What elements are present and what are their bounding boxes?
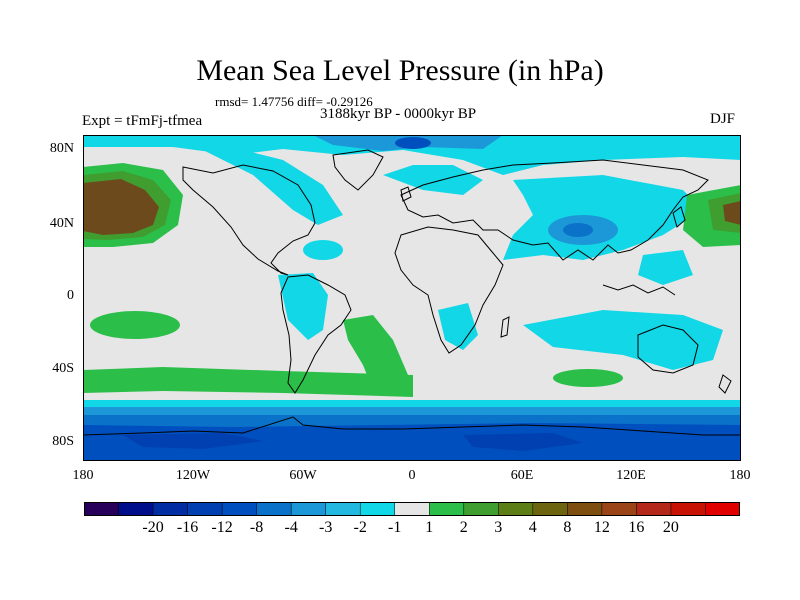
antarctic-neg8-patch <box>123 433 263 449</box>
colorbar-cell-15 <box>601 502 638 516</box>
arctic-neg1-band <box>83 135 741 175</box>
antarctic-neg8-patch-east <box>463 433 583 451</box>
indian-ocean-pos1 <box>553 369 623 387</box>
colorbar-label-11: 4 <box>528 519 537 536</box>
lat-label-40s: 40S <box>52 361 74 376</box>
season-label: DJF <box>710 111 736 127</box>
antarctica-outline <box>83 416 741 436</box>
eurasia-outline <box>400 159 709 261</box>
uk-outline <box>400 186 412 202</box>
colorbar-label-13: 12 <box>593 519 610 536</box>
south-pacific-pos1 <box>90 311 180 339</box>
japan-outline <box>672 206 686 228</box>
lon-label-180w: 180 <box>72 468 94 483</box>
colorbar-cell-0 <box>84 502 120 516</box>
lon-label-120e: 120E <box>616 468 646 483</box>
colorbar-cell-4 <box>221 502 258 516</box>
colorbar-label-2: -12 <box>211 519 233 536</box>
indonesia-outline <box>602 284 676 296</box>
lat-label-80n: 80N <box>49 141 74 156</box>
colorbar-cell-3 <box>187 502 223 516</box>
colorbar-cell-14 <box>567 502 603 516</box>
rmsd-diff-stats: rmsd= 1.47756 diff= -0.29126 <box>215 94 373 109</box>
experiment-label: Expt = tFmFj-tfmea <box>82 113 203 129</box>
madagascar-outline <box>500 316 510 338</box>
north-pacific-pos4 <box>83 179 159 235</box>
caribbean-neg1 <box>303 240 343 260</box>
colorbar-cell-12 <box>498 502 534 516</box>
colorbar-label-1: -16 <box>176 519 199 536</box>
antarctic-neg4 <box>83 423 741 461</box>
new-zealand-outline <box>718 374 732 394</box>
colorbar-label-4: -4 <box>284 519 298 536</box>
lon-label-0: 0 <box>408 468 416 483</box>
africa-neg1 <box>438 303 478 350</box>
colorbar-cell-10 <box>429 502 465 516</box>
indian-ocean-neg1 <box>523 310 723 370</box>
colorbar-cell-1 <box>118 502 154 516</box>
colorbar-cell-8 <box>359 502 396 516</box>
colorbar-label-3: -8 <box>249 519 264 536</box>
colorbar <box>84 502 740 516</box>
greenland-neg1-tongue <box>203 150 343 225</box>
colorbar-cell-16 <box>636 502 672 516</box>
colorbar-label-10: 3 <box>494 519 503 536</box>
colorbar-label-14: 16 <box>628 519 645 536</box>
colorbar-cell-7 <box>325 502 361 516</box>
colorbar-cell-6 <box>290 502 327 516</box>
colorbar-cell-13 <box>532 502 569 516</box>
colorbar-cell-18 <box>705 502 740 516</box>
north-america-outline <box>182 164 316 276</box>
greenland-outline <box>332 149 384 191</box>
colorbar-label-0: -20 <box>142 519 164 536</box>
lon-label-120w: 120W <box>175 468 211 483</box>
colorbar-cell-17 <box>670 502 707 516</box>
map-frame <box>83 135 741 461</box>
colorbar-label-15: 20 <box>662 519 679 536</box>
colorbar-cell-11 <box>463 502 500 516</box>
lon-label-60e: 60E <box>510 468 534 483</box>
africa-outline <box>394 226 504 354</box>
west-pacific-pos4 <box>723 201 741 225</box>
time-period-label: 3188kyr BP - 0000kyr BP <box>320 106 477 122</box>
colorbar-cell-5 <box>256 502 292 516</box>
lon-label-60w: 60W <box>289 468 317 483</box>
colorbar-label-12: 8 <box>563 519 572 536</box>
colorbar-label-7: -1 <box>388 519 402 536</box>
lat-label-0: 0 <box>67 288 74 303</box>
colorbar-label-9: 2 <box>459 519 468 536</box>
colorbar-label-8: 1 <box>425 519 434 536</box>
colorbar-label-6: -2 <box>353 519 367 536</box>
asia-neg1-region <box>503 175 703 260</box>
lat-label-80s: 80S <box>52 434 74 449</box>
map-title: Mean Sea Level Pressure (in hPa) <box>196 54 604 87</box>
asia-neg3-core <box>563 223 593 237</box>
lat-label-40n: 40N <box>49 216 74 231</box>
arctic-neg3-core <box>395 137 431 149</box>
colorbar-cell-9 <box>394 502 431 516</box>
pressure-anomaly-map <box>83 135 741 461</box>
lon-label-180e: 180 <box>729 468 751 483</box>
north-atlantic-neg1 <box>383 165 483 195</box>
south-america-neg1 <box>278 273 328 340</box>
australia-outline <box>637 324 699 374</box>
colorbar-cell-2 <box>152 502 189 516</box>
south-america-outline <box>280 274 352 394</box>
east-asia-neg1 <box>638 250 693 285</box>
colorbar-label-5: -3 <box>319 519 333 536</box>
southern-ocean-pos1-belt <box>83 367 413 397</box>
